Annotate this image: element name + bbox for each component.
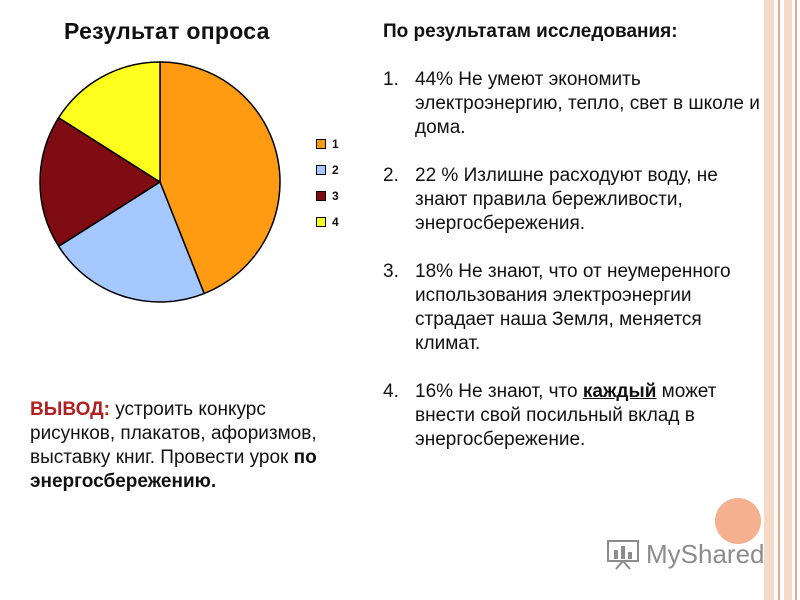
legend-item: 2 — [316, 157, 339, 183]
legend-label: 1 — [332, 137, 339, 151]
finding-item: 3. 18% Не знают, что от неумеренного исп… — [383, 260, 763, 356]
finding-item: 4. 16% Не знают, что каждый может внести… — [383, 380, 763, 452]
finding-number: 4. — [383, 381, 399, 402]
finding-number: 1. — [383, 69, 399, 90]
conclusion-bold: по энергосбережению. — [30, 447, 317, 492]
legend-label: 2 — [332, 163, 339, 177]
pie-slice-3 — [39, 116, 162, 248]
pie-slice-4 — [57, 61, 161, 184]
legend-swatch — [316, 191, 326, 201]
finding-text: 16% Не знают, что каждый может внести св… — [415, 380, 763, 452]
legend-swatch — [316, 165, 326, 175]
conclusion-label: ВЫВОД: — [30, 399, 110, 420]
pie-slice-1 — [159, 61, 281, 295]
finding-text: 18% Не знают, что от неумеренного исполь… — [415, 261, 731, 354]
presentation-chart-icon — [607, 540, 639, 570]
legend-item: 4 — [316, 209, 339, 235]
legend-label: 3 — [332, 189, 339, 203]
finding-item: 2. 22 % Излишне расходуют воду, не знают… — [383, 164, 763, 236]
legend-item: 3 — [316, 183, 339, 209]
finding-number: 2. — [383, 165, 399, 186]
findings-list: По результатам исследования: 1. 44% Не у… — [383, 20, 763, 476]
chart-title: Результат опроса — [64, 18, 270, 44]
conclusion: ВЫВОД: устроить конкурс рисунков, плакат… — [30, 398, 330, 494]
findings-heading: По результатам исследования: — [383, 21, 678, 42]
emphasis-word: каждый — [582, 381, 657, 402]
decorative-stripes — [764, 0, 800, 600]
finding-text: 22 % Излишне расходуют воду, не знают пр… — [415, 165, 718, 234]
legend-swatch — [316, 139, 326, 149]
legend-item: 1 — [316, 131, 339, 157]
conclusion-text: устроить конкурс рисунков, плакатов, афо… — [30, 399, 317, 468]
finding-text-start: 16% Не знают, что — [415, 381, 583, 402]
finding-item: 1. 44% Не умеют экономить электроэнергию… — [383, 68, 763, 140]
finding-text-end: может внести свой посильный вклад в энер… — [415, 381, 717, 450]
pie-chart — [39, 61, 281, 303]
finding-number: 3. — [383, 261, 399, 282]
watermark: MyShared — [606, 538, 765, 570]
legend-label: 4 — [332, 215, 339, 229]
pie-slice-2 — [57, 180, 206, 303]
legend-swatch — [316, 217, 326, 227]
chart-legend: 1 2 3 4 — [316, 131, 339, 235]
watermark-text: MyShared — [646, 538, 765, 569]
finding-text: 44% Не умеют экономить электроэнергию, т… — [415, 69, 760, 138]
decorative-circle — [715, 498, 761, 544]
